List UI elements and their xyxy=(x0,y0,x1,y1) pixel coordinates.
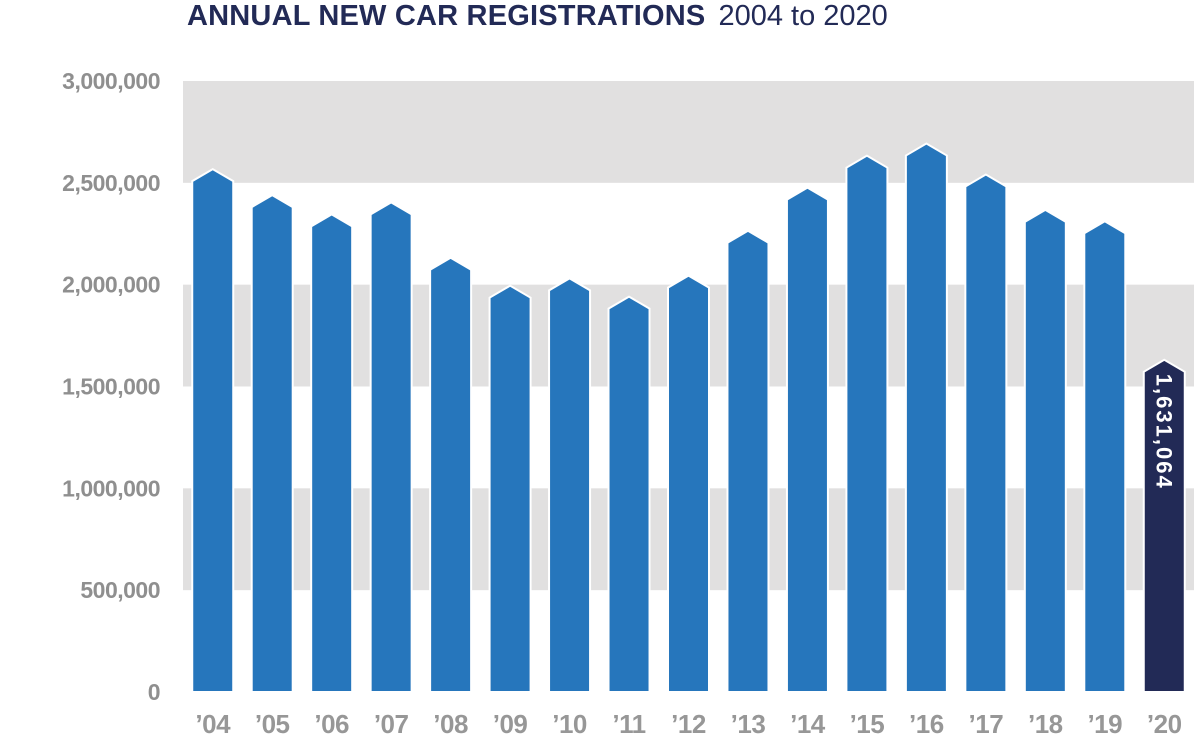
x-axis-label: ’15 xyxy=(850,709,885,739)
grid-band xyxy=(183,81,1194,184)
x-axis-label: ’14 xyxy=(790,709,826,739)
bar-2015 xyxy=(845,154,889,693)
bar-2013 xyxy=(726,229,770,693)
bar-2007 xyxy=(369,201,413,693)
x-axis-label: ’13 xyxy=(731,709,766,739)
x-axis-label: ’08 xyxy=(433,709,468,739)
y-axis-label: 1,000,000 xyxy=(62,475,160,501)
chart-title-range: 2004 to 2020 xyxy=(718,0,888,32)
y-axis-label: 2,000,000 xyxy=(62,272,160,298)
x-axis-label: ’18 xyxy=(1028,709,1063,739)
chart-title-main: ANNUAL NEW CAR REGISTRATIONS xyxy=(187,0,706,32)
bar-2019 xyxy=(1083,220,1127,693)
x-axis-label: ’10 xyxy=(552,709,587,739)
bar-2011 xyxy=(607,295,651,693)
x-axis-label: ’05 xyxy=(255,709,290,739)
x-axis-label: ’06 xyxy=(314,709,349,739)
x-axis-label: ’12 xyxy=(671,709,706,739)
y-axis-label: 3,000,000 xyxy=(62,68,160,94)
x-axis-label: ’09 xyxy=(493,709,528,739)
chart-title: ANNUAL NEW CAR REGISTRATIONS 2004 to 202… xyxy=(187,0,888,33)
bar-2018 xyxy=(1023,208,1067,693)
x-axis-label: ’20 xyxy=(1147,709,1182,739)
x-axis-label: ’19 xyxy=(1087,709,1122,739)
x-axis-label: ’17 xyxy=(969,709,1004,739)
y-axis-label: 2,500,000 xyxy=(62,170,160,196)
x-axis-label: ’11 xyxy=(612,709,645,739)
bar-2009 xyxy=(488,284,532,693)
bar-2010 xyxy=(548,277,592,693)
bar-2020 xyxy=(1142,358,1186,693)
y-axis-label: 0 xyxy=(148,679,160,705)
x-axis-label: ’04 xyxy=(195,709,231,739)
y-axis-label: 500,000 xyxy=(80,577,160,603)
x-axis-label: ’07 xyxy=(374,709,409,739)
bar-2016 xyxy=(904,142,948,693)
y-axis-label: 1,500,000 xyxy=(62,374,160,400)
bar-value-label: 1,631,064 xyxy=(1151,374,1176,490)
bar-2006 xyxy=(310,213,354,693)
bar-2017 xyxy=(964,173,1008,693)
bar-2004 xyxy=(191,167,235,693)
bar-2005 xyxy=(250,193,294,693)
bar-2014 xyxy=(785,186,829,693)
bar-2008 xyxy=(429,256,473,693)
x-axis-label: ’16 xyxy=(909,709,944,739)
bar-2012 xyxy=(667,274,710,693)
